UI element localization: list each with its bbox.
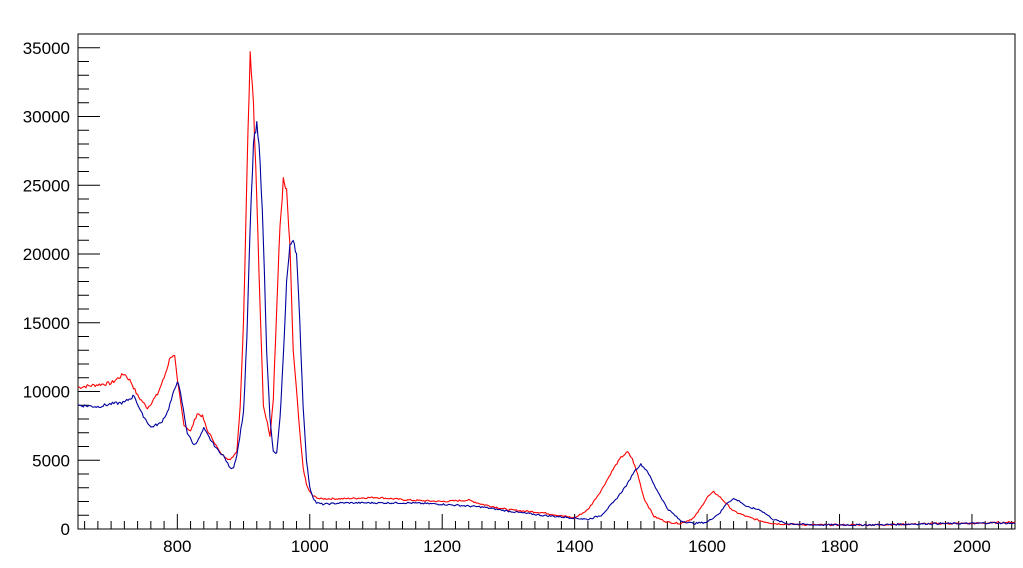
series-blue-line — [77, 121, 1016, 527]
series-red-line — [77, 51, 1016, 527]
x-tick-label: 1000 — [291, 537, 329, 556]
y-tick-label: 35000 — [23, 39, 70, 58]
y-axis-ticks: 0 5000 10000 15000 20000 25000 30000 35000 — [23, 33, 100, 539]
x-tick-label: 1800 — [821, 537, 859, 556]
series-layer — [77, 51, 1016, 527]
plot-frame — [77, 33, 1016, 530]
x-tick-label: 1200 — [423, 537, 461, 556]
y-tick-label: 15000 — [23, 314, 70, 333]
x-tick-label: 1600 — [688, 537, 726, 556]
y-tick-label: 30000 — [23, 108, 70, 127]
x-axis-ticks: 800 1000 1200 1400 1600 1800 2000 — [84, 514, 1013, 556]
y-tick-label: 0 — [61, 520, 70, 539]
y-tick-label: 5000 — [32, 451, 70, 470]
x-tick-label: 2000 — [953, 537, 991, 556]
y-tick-label: 20000 — [23, 245, 70, 264]
y-tick-label: 25000 — [23, 176, 70, 195]
x-tick-label: 800 — [163, 537, 191, 556]
x-tick-label: 1400 — [556, 537, 594, 556]
y-tick-label: 10000 — [23, 383, 70, 402]
